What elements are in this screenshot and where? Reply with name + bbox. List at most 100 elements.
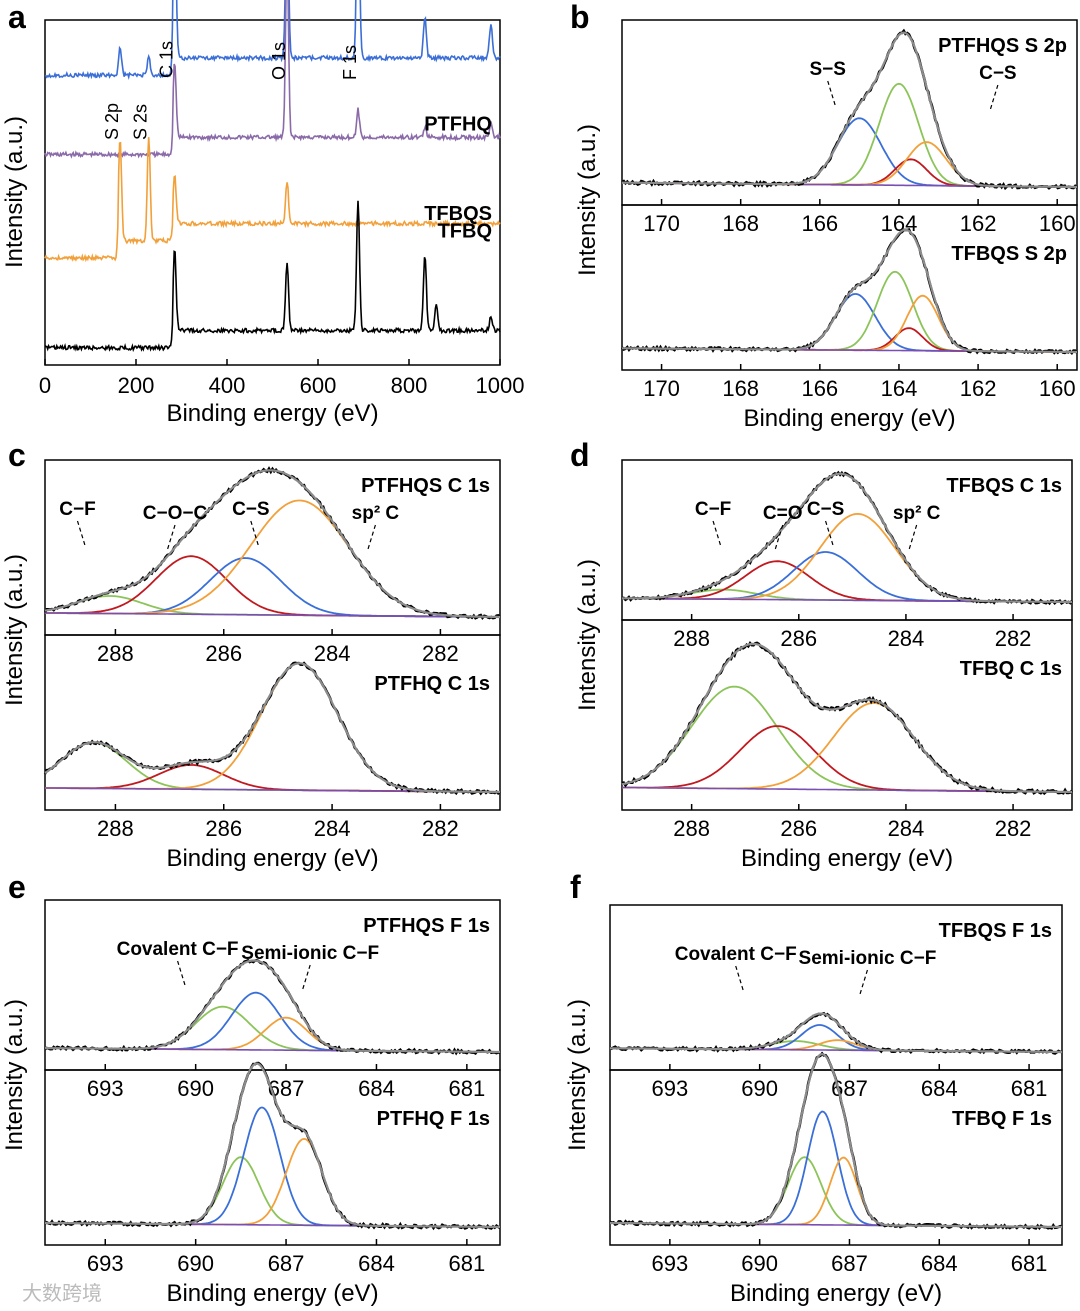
- x-tick-label: 687: [831, 1251, 868, 1276]
- x-tick-label: 400: [209, 373, 246, 398]
- peak-label: S 2s: [131, 104, 151, 140]
- survey-line-tfbq: [44, 200, 501, 353]
- x-axis-label: Binding energy (eV): [741, 845, 953, 872]
- x-tick-label: 690: [177, 1076, 214, 1101]
- fit-component-green: [621, 685, 1072, 793]
- fit-component-green: [622, 270, 1077, 353]
- fit-component-orange: [622, 512, 1072, 603]
- y-axis-label: Intensity (a.u.): [1, 999, 28, 1151]
- subplot-title: PTFHQ F 1s: [377, 1108, 490, 1130]
- peak-annotation: sp² C: [893, 503, 941, 524]
- x-axis-label: Binding energy (eV): [166, 1280, 378, 1307]
- x-tick-label: 681: [1011, 1076, 1048, 1101]
- x-tick-label: 681: [448, 1251, 485, 1276]
- x-tick-label: 693: [87, 1076, 124, 1101]
- survey-line-ptfhqs: [44, 0, 501, 81]
- fit-component-orange: [610, 1156, 1062, 1228]
- x-tick-label: 170: [643, 376, 680, 401]
- peak-annotation: S−S: [810, 59, 846, 80]
- panel-letter-b: b: [570, 0, 590, 35]
- y-axis-label: Intensity (a.u.): [574, 124, 601, 276]
- x-tick-label: 288: [673, 816, 710, 841]
- fit-component-green: [45, 1005, 500, 1053]
- x-tick-label: 286: [780, 626, 817, 651]
- x-tick-label: 162: [960, 211, 997, 236]
- x-tick-label: 684: [358, 1251, 395, 1276]
- series-label-tfbqs: TFBQS: [424, 203, 492, 225]
- peak-label: F 1s: [340, 45, 360, 80]
- x-tick-label: 286: [205, 641, 242, 666]
- x-tick-label: 286: [780, 816, 817, 841]
- fit-component-green: [622, 82, 1077, 188]
- x-axis-label: Binding energy (eV): [743, 405, 955, 432]
- annotation-leader: [250, 520, 260, 548]
- plot-frame-d-1: [621, 619, 1073, 811]
- x-tick-label: 164: [881, 376, 918, 401]
- x-tick-label: 687: [268, 1251, 305, 1276]
- fit-envelope: [610, 1052, 1062, 1229]
- x-tick-label: 288: [97, 641, 134, 666]
- peak-annotation: Covalent C−F: [117, 939, 239, 960]
- fit-envelope: [45, 1062, 500, 1229]
- x-tick-label: 1000: [476, 373, 525, 398]
- x-tick-label: 168: [722, 211, 759, 236]
- peak-annotation: C−S: [232, 499, 270, 520]
- peak-label: C 1s: [157, 41, 177, 78]
- peak-label: O 1s: [269, 42, 289, 80]
- fit-component-red: [622, 725, 1072, 793]
- x-axis-label: Binding energy (eV): [730, 1280, 942, 1307]
- y-axis-label: Intensity (a.u.): [564, 999, 591, 1151]
- x-tick-label: 600: [300, 373, 337, 398]
- x-tick-label: 200: [118, 373, 155, 398]
- x-tick-label: 681: [448, 1076, 485, 1101]
- fit-component-red: [622, 560, 1072, 603]
- annotation-leader: [908, 524, 918, 552]
- annotation-leader: [735, 965, 745, 993]
- x-tick-label: 162: [960, 376, 997, 401]
- x-tick-label: 681: [1011, 1251, 1048, 1276]
- peak-annotation: Semi-ionic C−F: [799, 948, 937, 969]
- x-tick-label: 284: [314, 816, 351, 841]
- annotation-leader: [366, 524, 376, 552]
- annotation-leader: [989, 84, 999, 112]
- annotation-leader: [712, 520, 722, 548]
- series-label-tfbq: TFBQ: [438, 220, 492, 242]
- subplot-title: TFBQS C 1s: [946, 475, 1062, 497]
- fit-envelope: [622, 31, 1077, 189]
- plot-frame-c-1: [44, 634, 501, 811]
- peak-annotation: C−S: [979, 63, 1017, 84]
- annotation-leader: [76, 520, 87, 548]
- fit-envelope: [44, 469, 500, 619]
- fit-component-red: [44, 555, 500, 618]
- plot-frame-b-1: [621, 204, 1078, 371]
- peak-annotation: C=O: [763, 503, 803, 524]
- x-tick-label: 690: [741, 1251, 778, 1276]
- annotation-leader: [824, 520, 835, 548]
- x-tick-label: 284: [888, 816, 925, 841]
- peak-annotation: C−F: [695, 499, 731, 520]
- x-tick-label: 160: [1039, 376, 1076, 401]
- x-tick-label: 684: [358, 1076, 395, 1101]
- x-tick-label: 282: [995, 816, 1032, 841]
- x-tick-label: 0: [39, 373, 51, 398]
- peak-annotation: C−O−C: [143, 503, 208, 524]
- background-line: [45, 612, 500, 618]
- x-tick-label: 690: [177, 1251, 214, 1276]
- peak-annotation: C−S: [807, 499, 845, 520]
- fit-envelope: [609, 1012, 1062, 1054]
- subplot-title: PTFHQS F 1s: [363, 915, 490, 937]
- fit-component-orange: [622, 294, 1077, 353]
- raw-spectrum: [44, 958, 501, 1056]
- y-axis-label: Intensity (a.u.): [1, 116, 28, 268]
- plot-frame-a: [44, 19, 501, 366]
- fit-envelope: [45, 959, 500, 1054]
- fit-component-orange: [45, 1137, 500, 1228]
- annotation-leader: [166, 524, 176, 552]
- subplot-title: TFBQS S 2p: [951, 243, 1067, 265]
- subplot-title: TFBQ C 1s: [960, 658, 1062, 680]
- plot-frame-f-1: [609, 1069, 1063, 1246]
- series-label-ptfhq: PTFHQ: [424, 113, 492, 135]
- fit-component-orange: [44, 499, 500, 618]
- fit-component-orange: [45, 1016, 500, 1053]
